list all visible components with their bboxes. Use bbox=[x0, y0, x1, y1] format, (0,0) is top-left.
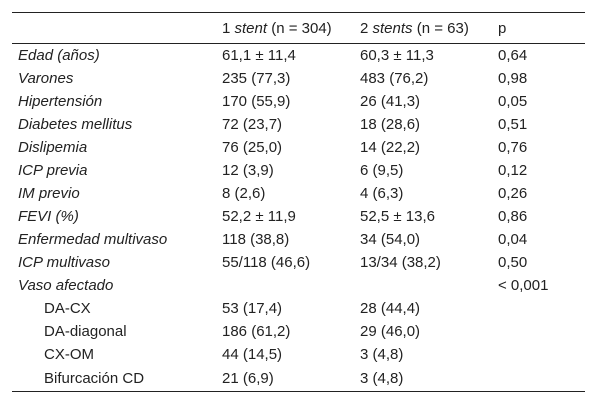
header-one-stent: 1 stent (n = 304) bbox=[216, 13, 354, 44]
table-row: Varones 235 (77,3) 483 (76,2) 0,98 bbox=[12, 67, 585, 90]
row-label: Edad (años) bbox=[18, 47, 100, 64]
one-stent-value bbox=[216, 274, 354, 297]
one-stent-value: 72 (23,7) bbox=[222, 116, 283, 133]
two-stents-value: 60,3 ± 11,3 bbox=[360, 47, 434, 64]
p-value bbox=[492, 343, 585, 366]
p-value: 0,98 bbox=[498, 70, 528, 87]
two-stents-value: 483 (76,2) bbox=[360, 70, 429, 87]
p-value: 0,04 bbox=[498, 231, 528, 248]
row-label: DA-CX bbox=[44, 300, 91, 317]
p-value: < 0,001 bbox=[498, 277, 549, 294]
row-label: ICP previa bbox=[18, 162, 88, 179]
p-value: 0,12 bbox=[498, 162, 528, 179]
row-label: Bifurcación CD bbox=[44, 370, 145, 387]
header-p-value: p bbox=[498, 19, 507, 37]
header-variable bbox=[12, 13, 216, 44]
header-two-stents-num: 2 bbox=[360, 19, 373, 37]
table-row: Vaso afectado < 0,001 bbox=[12, 274, 585, 297]
row-label: Diabetes mellitus bbox=[18, 116, 133, 133]
table-row: ICP multivaso 55/118 (46,6) 13/34 (38,2)… bbox=[12, 251, 585, 274]
row-label: Hipertensión bbox=[18, 93, 103, 110]
p-value: 0,76 bbox=[498, 139, 528, 156]
header-two-stents-n: (n = 63) bbox=[412, 19, 469, 37]
table-row: Dislipemia 76 (25,0) 14 (22,2) 0,76 bbox=[12, 136, 585, 159]
one-stent-value: 55/118 (46,6) bbox=[222, 254, 311, 271]
table-row: FEVI (%) 52,2 ± 11,9 52,5 ± 13,6 0,86 bbox=[12, 205, 585, 228]
header-two-stents: 2 stents (n = 63) bbox=[354, 13, 492, 44]
one-stent-value: 21 (6,9) bbox=[222, 370, 274, 387]
one-stent-value: 235 (77,3) bbox=[222, 70, 291, 87]
row-label: CX-OM bbox=[44, 346, 94, 363]
one-stent-value: 186 (61,2) bbox=[222, 323, 291, 340]
table-row: Hipertensión 170 (55,9) 26 (41,3) 0,05 bbox=[12, 90, 585, 113]
p-value: 0,05 bbox=[498, 93, 528, 110]
one-stent-value: 170 (55,9) bbox=[222, 93, 291, 110]
two-stents-value bbox=[354, 274, 492, 297]
two-stents-value: 52,5 ± 13,6 bbox=[360, 208, 435, 225]
header-one-stent-num: 1 bbox=[222, 19, 235, 37]
p-value bbox=[492, 320, 585, 343]
table-row: DA-CX 53 (17,4) 28 (44,4) bbox=[12, 297, 585, 320]
p-value: 0,51 bbox=[498, 116, 528, 133]
one-stent-value: 61,1 ± 11,4 bbox=[222, 47, 296, 64]
two-stents-value: 4 (6,3) bbox=[360, 185, 404, 202]
two-stents-value: 14 (22,2) bbox=[360, 139, 421, 156]
header-one-stent-n: (n = 304) bbox=[267, 19, 332, 37]
p-value bbox=[492, 366, 585, 392]
header-one-stent-word: stent bbox=[234, 19, 268, 37]
table-body: Edad (años) 61,1 ± 11,4 60,3 ± 11,3 0,64… bbox=[12, 44, 585, 392]
one-stent-value: 8 (2,6) bbox=[222, 185, 266, 202]
table-header: 1 stent (n = 304) 2 stents (n = 63) p bbox=[12, 12, 585, 44]
table-row: Diabetes mellitus 72 (23,7) 18 (28,6) 0,… bbox=[12, 113, 585, 136]
table-row: IM previo 8 (2,6) 4 (6,3) 0,26 bbox=[12, 182, 585, 205]
table-row: CX-OM 44 (14,5) 3 (4,8) bbox=[12, 343, 585, 366]
two-stents-value: 6 (9,5) bbox=[360, 162, 404, 179]
one-stent-value: 118 (38,8) bbox=[222, 231, 290, 248]
two-stents-value: 3 (4,8) bbox=[360, 370, 404, 387]
row-label: DA-diagonal bbox=[44, 323, 127, 340]
two-stents-value: 18 (28,6) bbox=[360, 116, 421, 133]
header-two-stents-word: stents bbox=[372, 19, 413, 37]
p-value: 0,64 bbox=[498, 47, 528, 64]
one-stent-value: 53 (17,4) bbox=[222, 300, 283, 317]
p-value: 0,50 bbox=[498, 254, 528, 271]
table-row: DA-diagonal 186 (61,2) 29 (46,0) bbox=[12, 320, 585, 343]
row-label: FEVI (%) bbox=[18, 208, 79, 225]
two-stents-value: 34 (54,0) bbox=[360, 231, 421, 248]
table-row: ICP previa 12 (3,9) 6 (9,5) 0,12 bbox=[12, 159, 585, 182]
row-label: ICP multivaso bbox=[18, 254, 110, 271]
row-label: Vaso afectado bbox=[18, 277, 114, 294]
baseline-characteristics-table-container: 1 stent (n = 304) 2 stents (n = 63) p Ed… bbox=[12, 12, 585, 392]
row-label: IM previo bbox=[18, 185, 80, 202]
two-stents-value: 26 (41,3) bbox=[360, 93, 421, 110]
table-row: Enfermedad multivaso 118 (38,8) 34 (54,0… bbox=[12, 228, 585, 251]
row-label: Varones bbox=[18, 70, 74, 87]
row-label: Dislipemia bbox=[18, 139, 88, 156]
table-row: Edad (años) 61,1 ± 11,4 60,3 ± 11,3 0,64 bbox=[12, 44, 585, 68]
row-label: Enfermedad multivaso bbox=[18, 231, 168, 248]
header-row: 1 stent (n = 304) 2 stents (n = 63) p bbox=[12, 12, 585, 44]
p-value bbox=[492, 297, 585, 320]
two-stents-value: 29 (46,0) bbox=[360, 323, 421, 340]
two-stents-value: 13/34 (38,2) bbox=[360, 254, 441, 271]
one-stent-value: 76 (25,0) bbox=[222, 139, 283, 156]
two-stents-value: 3 (4,8) bbox=[360, 346, 404, 363]
two-stents-value: 28 (44,4) bbox=[360, 300, 421, 317]
one-stent-value: 52,2 ± 11,9 bbox=[222, 208, 296, 225]
table-row: Bifurcación CD 21 (6,9) 3 (4,8) bbox=[12, 366, 585, 392]
baseline-characteristics-table: 1 stent (n = 304) 2 stents (n = 63) p Ed… bbox=[12, 12, 585, 392]
p-value: 0,86 bbox=[498, 208, 528, 225]
one-stent-value: 12 (3,9) bbox=[222, 162, 274, 179]
one-stent-value: 44 (14,5) bbox=[222, 346, 283, 363]
p-value: 0,26 bbox=[498, 185, 528, 202]
